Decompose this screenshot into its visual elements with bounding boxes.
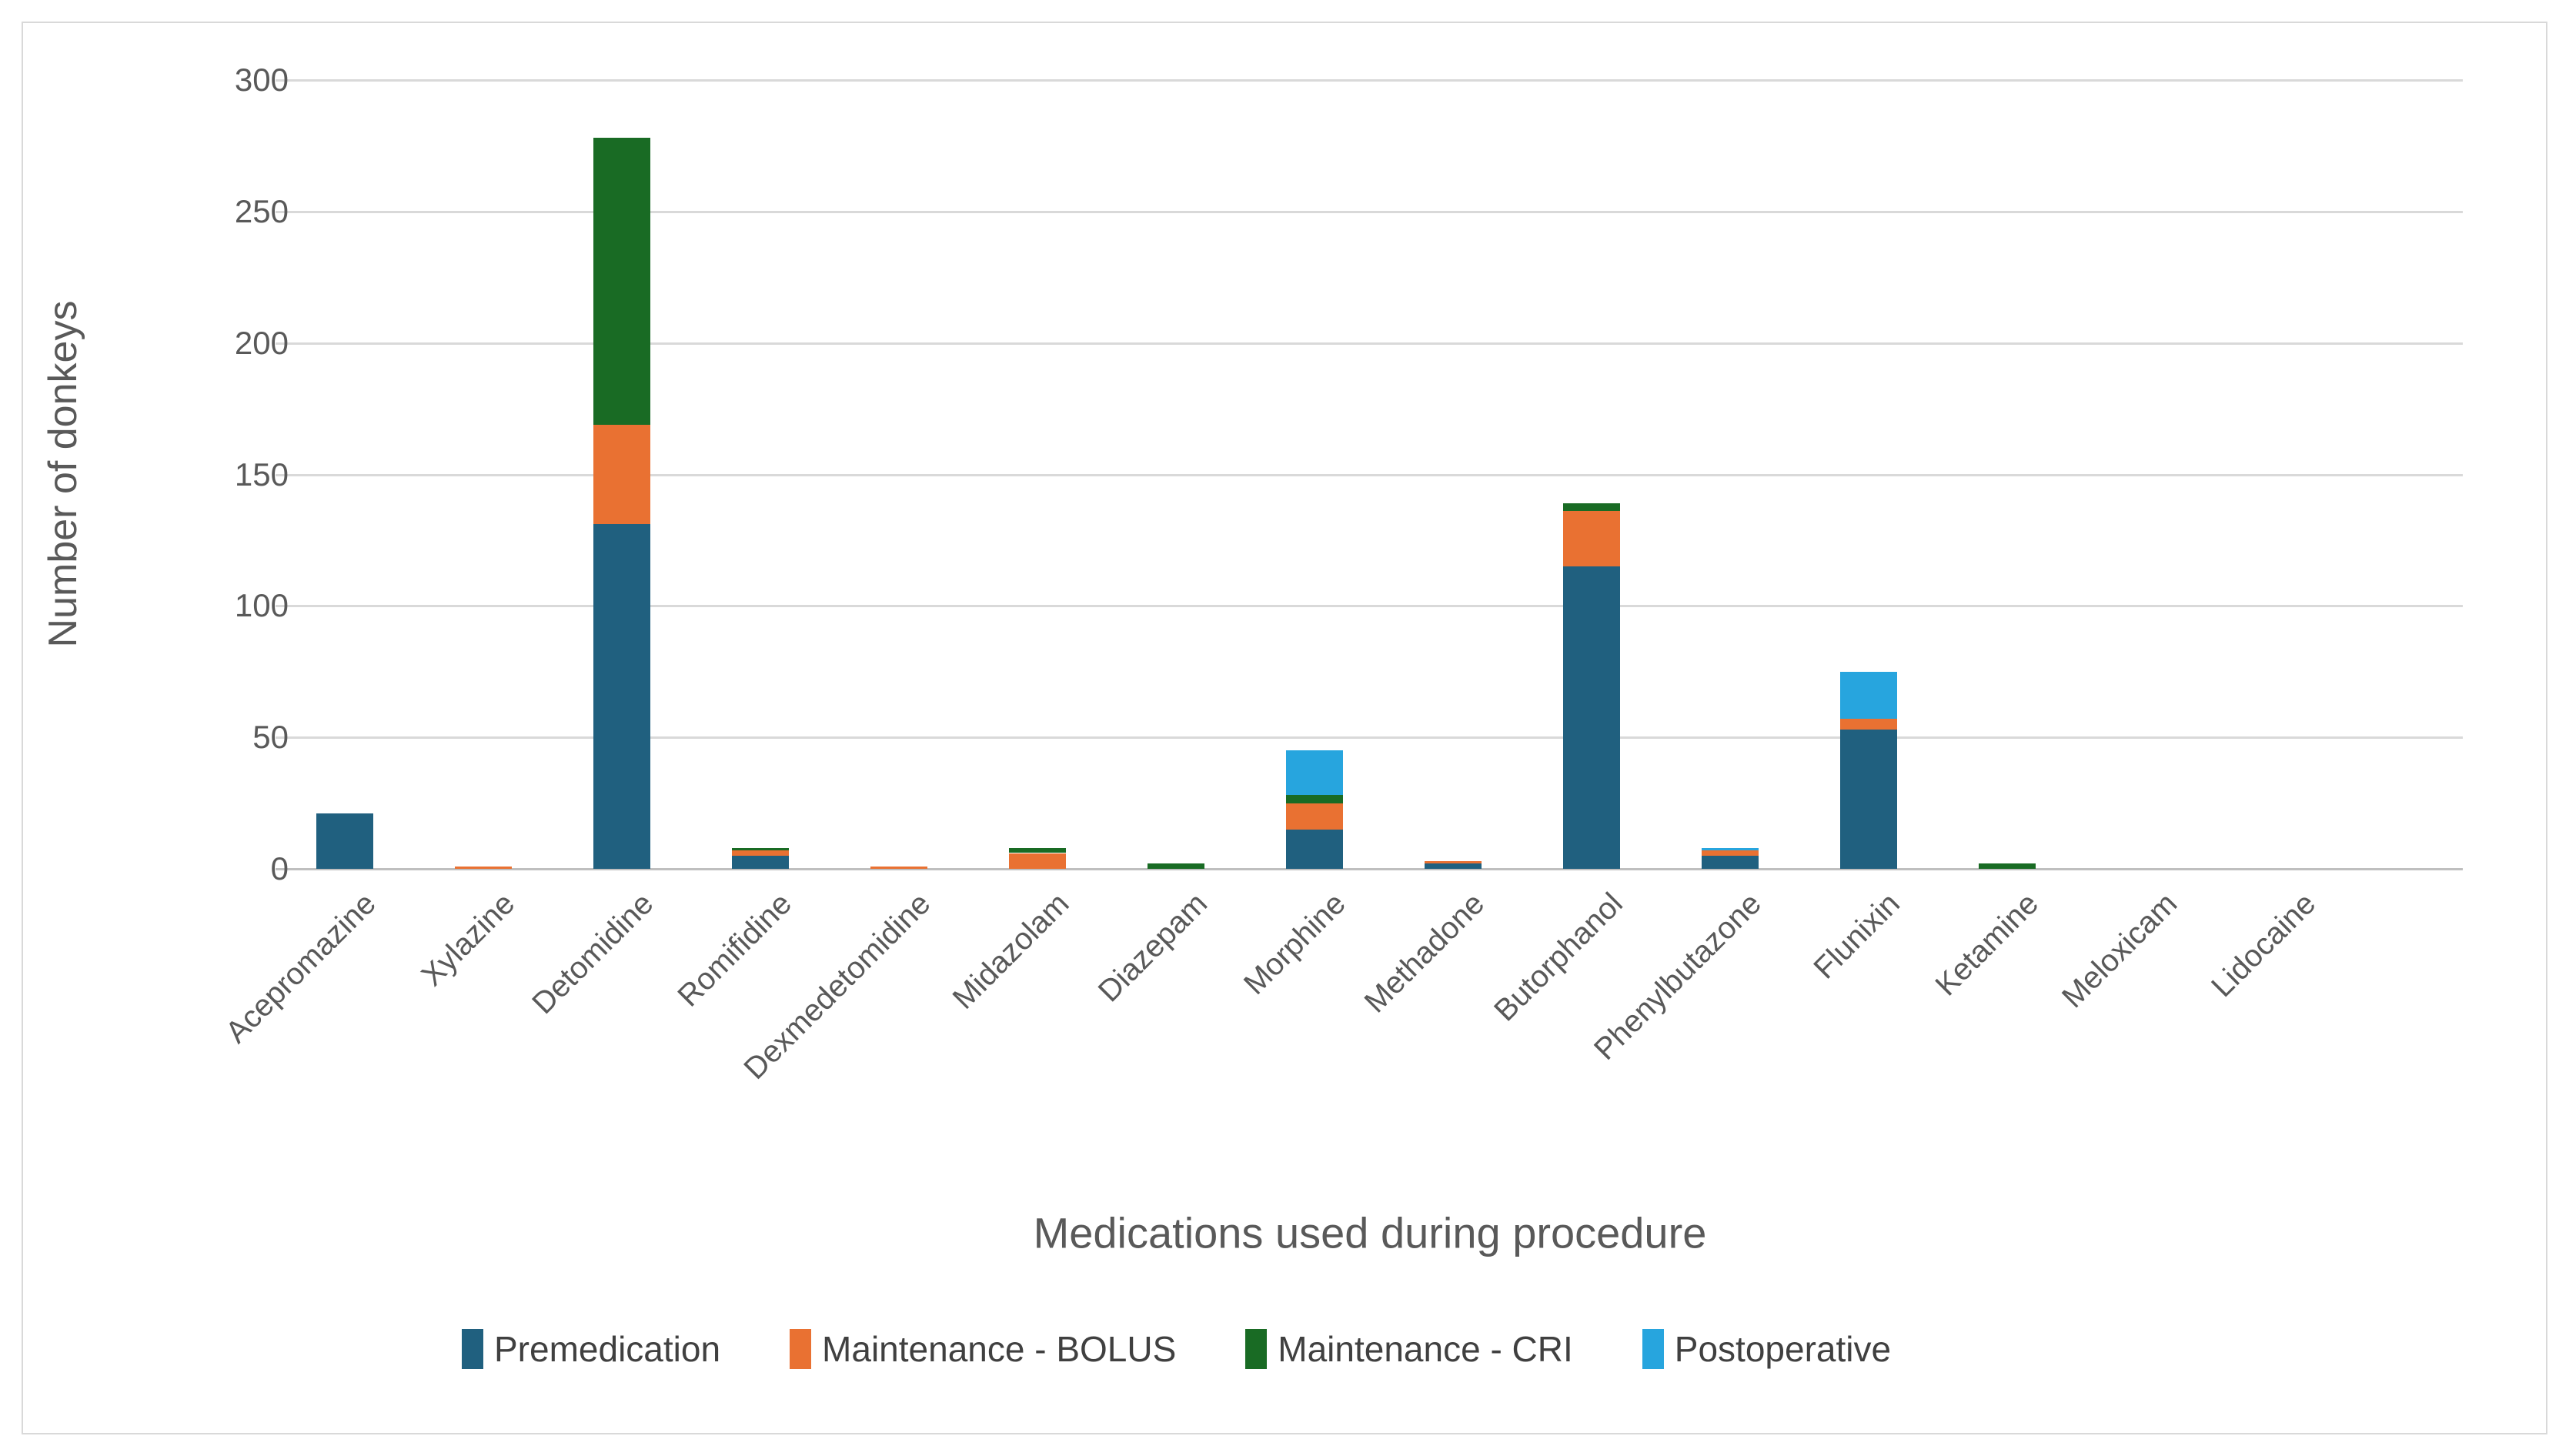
y-axis-title: Number of donkeys xyxy=(41,300,85,648)
bar-segment-maintenance-bolus-morphine xyxy=(1286,803,1343,830)
bar-segment-maintenance-cri-diazepam xyxy=(1148,863,1204,869)
x-axis-line xyxy=(276,868,2463,870)
y-tick-label-300: 300 xyxy=(234,62,289,98)
bar-segment-premedication-phenylbutazone xyxy=(1702,855,1759,869)
bar-segment-premedication-butorphanol xyxy=(1563,566,1620,869)
y-tick-label-250: 250 xyxy=(234,192,289,229)
legend-item-postoperative: Postoperative xyxy=(1642,1328,1891,1370)
bar-segment-maintenance-bolus-detomidine xyxy=(593,424,650,525)
gridline-50 xyxy=(276,736,2463,740)
bar-segment-premedication-methadone xyxy=(1425,863,1482,869)
bar-segment-maintenance-bolus-midazolam xyxy=(1009,853,1066,869)
y-tick-label-50: 50 xyxy=(252,719,289,756)
bar-segment-maintenance-cri-morphine xyxy=(1286,795,1343,803)
bar-segment-maintenance-cri-butorphanol xyxy=(1563,503,1620,512)
bar-segment-maintenance-bolus-romifidine xyxy=(732,850,789,856)
bar-segment-maintenance-cri-ketamine xyxy=(1979,863,2036,869)
chart-border-frame xyxy=(22,22,2547,1434)
legend-label: Premedication xyxy=(494,1329,721,1369)
y-tick-label-150: 150 xyxy=(234,456,289,493)
legend-label: Postoperative xyxy=(1674,1329,1892,1369)
legend-swatch-icon xyxy=(1245,1329,1268,1369)
bar-segment-maintenance-bolus-phenylbutazone xyxy=(1702,850,1759,856)
bar-segment-maintenance-bolus-dexmedetomidine xyxy=(870,866,927,869)
legend-swatch-icon xyxy=(1642,1329,1664,1369)
y-tick-label-0: 0 xyxy=(270,850,289,887)
bar-segment-premedication-flunixin xyxy=(1840,729,1897,869)
legend-swatch-icon xyxy=(790,1329,812,1369)
legend-swatch-icon xyxy=(462,1329,483,1369)
legend-item-premedication: Premedication xyxy=(462,1328,720,1370)
bar-segment-maintenance-bolus-butorphanol xyxy=(1563,511,1620,567)
chart-legend: Premedication Maintenance - BOLUS Maintena… xyxy=(462,1328,1891,1370)
bar-segment-premedication-morphine xyxy=(1286,829,1343,869)
bar-segment-postoperative-flunixin xyxy=(1840,671,1897,720)
bar-segment-premedication-acepromazine xyxy=(316,813,373,869)
bar-segment-maintenance-cri-midazolam xyxy=(1009,847,1066,853)
gridline-200 xyxy=(276,342,2463,345)
bar-segment-maintenance-bolus-methadone xyxy=(1425,860,1482,864)
bar-segment-premedication-detomidine xyxy=(593,524,650,869)
y-tick-label-100: 100 xyxy=(234,587,289,624)
legend-item-maintenance-cri: Maintenance - CRI xyxy=(1245,1328,1573,1370)
gridline-100 xyxy=(276,605,2463,608)
legend-item-maintenance-bolus: Maintenance - BOLUS xyxy=(790,1328,1176,1370)
bar-segment-maintenance-cri-romifidine xyxy=(732,847,789,851)
gridline-250 xyxy=(276,210,2463,213)
legend-label: Maintenance - CRI xyxy=(1278,1329,1573,1369)
y-tick-label-200: 200 xyxy=(234,324,289,361)
gridline-150 xyxy=(276,473,2463,476)
bar-segment-postoperative-morphine xyxy=(1286,750,1343,796)
bar-segment-maintenance-cri-detomidine xyxy=(593,138,650,425)
x-axis-title: Medications used during procedure xyxy=(1033,1208,1707,1257)
bar-segment-maintenance-bolus-flunixin xyxy=(1840,719,1897,730)
gridline-300 xyxy=(276,79,2463,82)
bar-segment-maintenance-bolus-xylazine xyxy=(455,866,512,869)
legend-label: Maintenance - BOLUS xyxy=(822,1329,1177,1369)
bar-segment-postoperative-phenylbutazone xyxy=(1702,847,1759,851)
bar-segment-premedication-romifidine xyxy=(732,855,789,869)
